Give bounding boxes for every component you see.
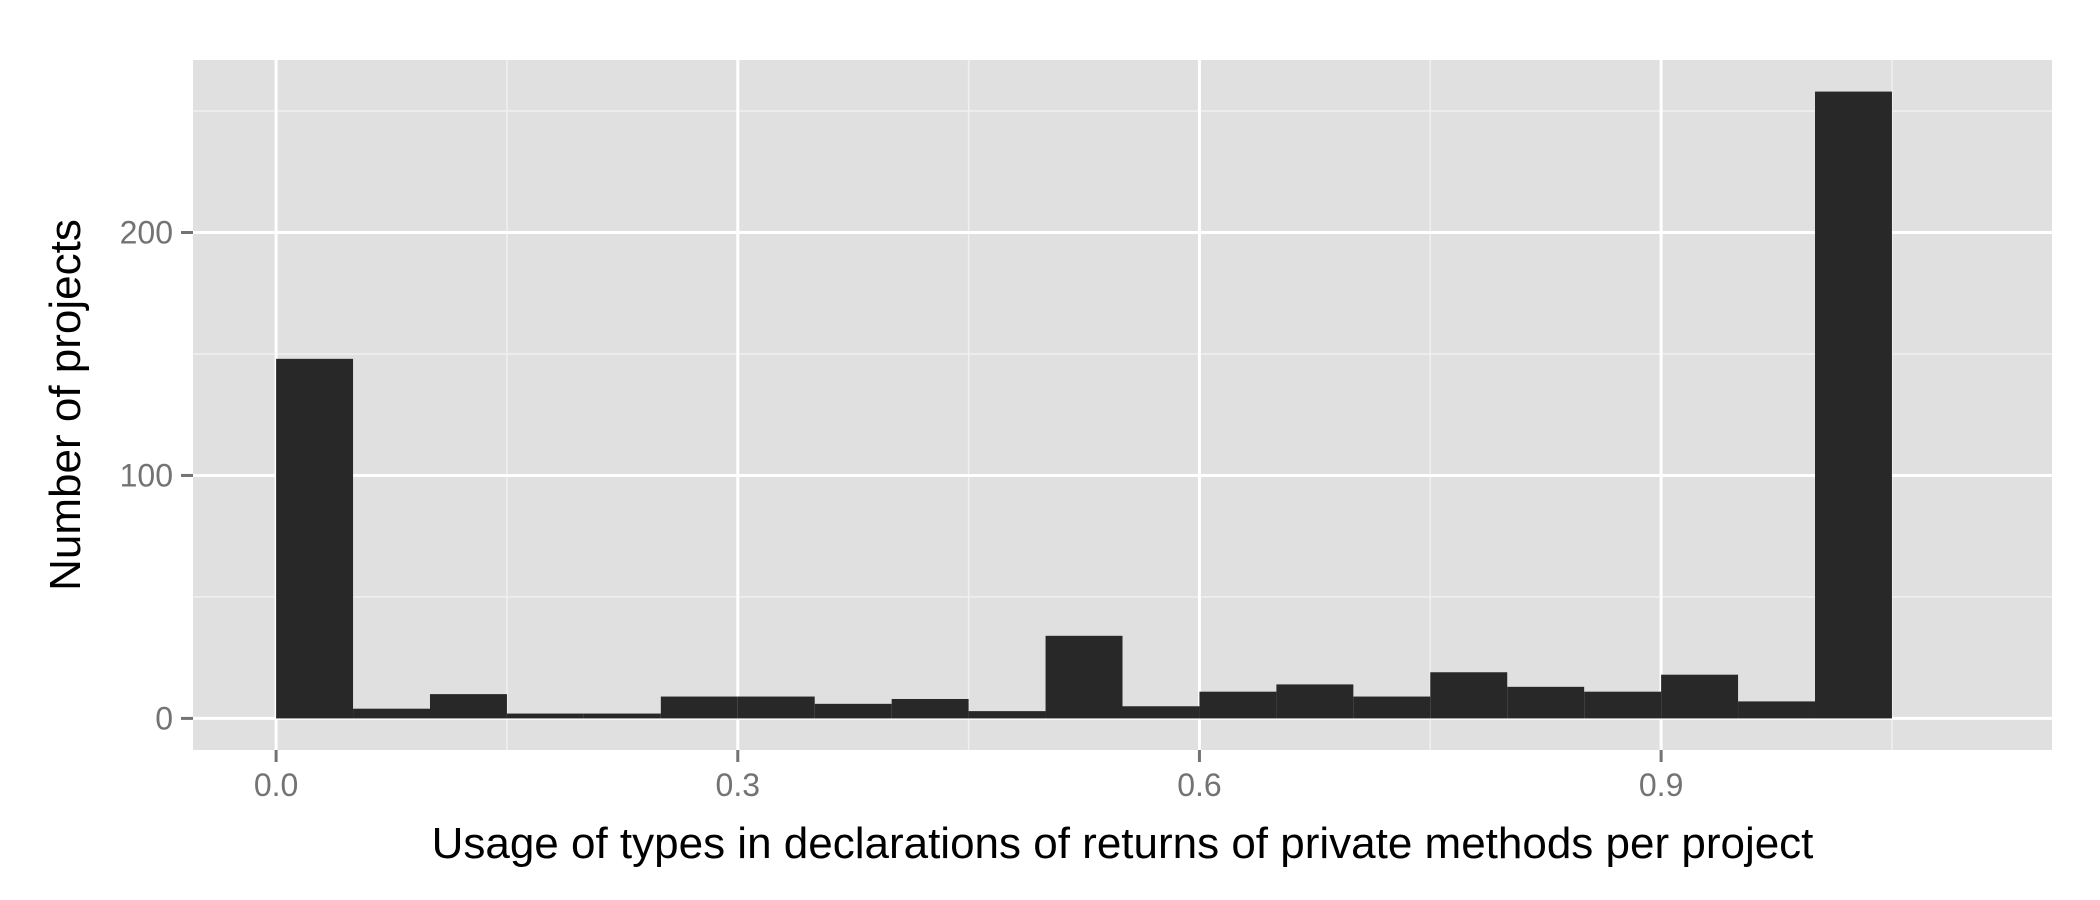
histogram-bar (1738, 701, 1816, 719)
plot-panel (193, 60, 2052, 750)
histogram-bar (1661, 674, 1739, 719)
histogram-bar (1276, 684, 1354, 719)
y-axis-title: Number of projects (41, 219, 90, 591)
x-tick-label: 0.3 (716, 767, 760, 803)
histogram-bar (583, 713, 661, 719)
histogram-bar (1815, 91, 1892, 719)
histogram-bar (1199, 691, 1277, 719)
histogram-bar (276, 358, 354, 719)
x-tick-label: 0.0 (254, 767, 298, 803)
x-axis-title: Usage of types in declarations of return… (432, 819, 1814, 868)
x-axis: 0.0 0.3 0.6 0.9 (254, 750, 1683, 803)
histogram-bar (814, 703, 892, 719)
histogram-bar (429, 694, 507, 719)
y-tick-label: 0 (155, 700, 173, 736)
histogram-bar (506, 713, 584, 719)
x-tick-label: 0.6 (1177, 767, 1221, 803)
x-tick-label: 0.9 (1639, 767, 1683, 803)
histogram-bar (1122, 706, 1200, 719)
histogram-bar (1430, 672, 1508, 719)
histogram-bar (968, 711, 1046, 719)
histogram-bar (1353, 696, 1431, 719)
histogram-bar (737, 696, 815, 719)
histogram-bar (1584, 691, 1662, 719)
histogram-bar (1045, 635, 1123, 719)
histogram-bar (891, 698, 969, 719)
y-tick-label: 100 (120, 457, 173, 493)
y-axis: 0 100 200 (120, 215, 193, 736)
histogram-bars (276, 91, 1892, 719)
histogram-bar (660, 696, 738, 719)
y-tick-label: 200 (120, 215, 173, 251)
histogram-bar (353, 708, 430, 719)
histogram-bar (1507, 686, 1585, 719)
